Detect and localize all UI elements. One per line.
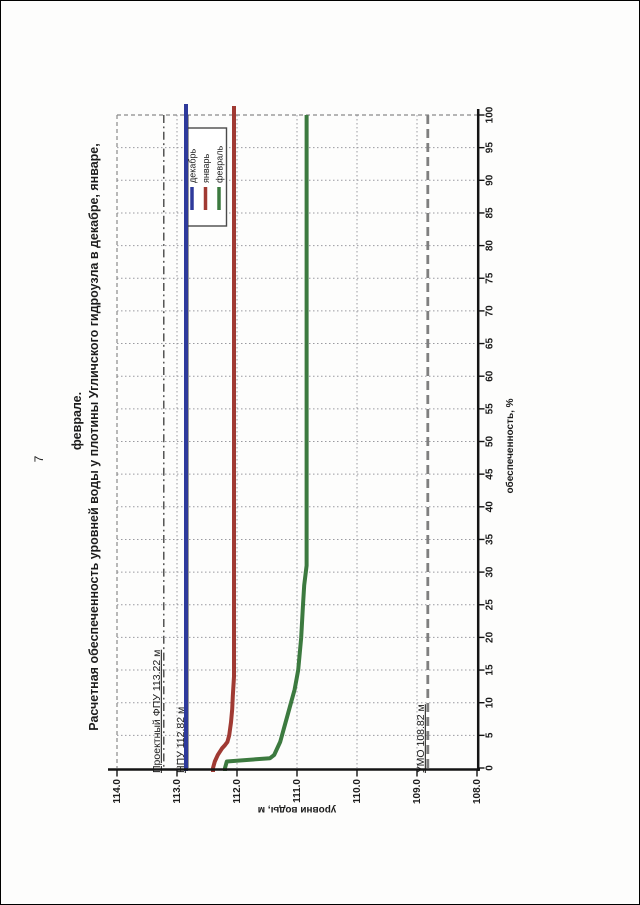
percent-tick-label: 20	[485, 631, 496, 643]
percent-tick-label: 90	[485, 174, 496, 186]
page-number: 7	[32, 455, 46, 462]
axes-and-ticks: 114.0 113.0 112.0 111.0 110.0 109.0 108.0 0 5 10 1…	[108, 106, 496, 804]
percent-tick-label: 35	[485, 533, 496, 545]
percent-tick-label: 75	[485, 272, 496, 284]
percent-tick-label: 25	[485, 599, 496, 611]
percent-tick-label: 0	[485, 765, 496, 771]
percent-tick-label: 100	[485, 106, 496, 123]
percent-tick-label: 60	[485, 370, 496, 382]
level-tick-label: 114.0	[112, 779, 123, 804]
level-tick-label: 112.0	[232, 779, 243, 804]
percent-tick-label: 95	[485, 142, 496, 154]
series-line-3-февраль	[223, 115, 309, 771]
level-axis-title: уровни воды, м	[258, 804, 337, 815]
reference-lines: Проектный ФПУ 113.22 м НПУ 112.82 м УМО 10…	[151, 115, 430, 773]
percent-tick-label: 80	[485, 240, 496, 252]
level-tick-label: 109.0	[412, 779, 423, 804]
level-tick-label: 113.0	[172, 779, 183, 804]
chart-title-line2: феврале.	[70, 392, 84, 450]
percent-tick-label: 5	[485, 732, 496, 738]
ref-line-label-fpu: Проектный ФПУ 113.22 м	[151, 650, 163, 773]
gridlines	[116, 114, 477, 768]
level-tick-label: 111.0	[292, 779, 303, 803]
percent-tick-label: 30	[485, 566, 496, 578]
level-tick-label: 110.0	[352, 779, 363, 804]
percent-axis-title: обеспеченность, %	[504, 398, 516, 493]
percent-tick-label: 50	[485, 436, 496, 448]
percent-tick-label: 65	[485, 338, 496, 350]
percent-tick-label: 40	[485, 501, 496, 513]
level-tick-label: 108.0	[472, 779, 483, 804]
legend-label-февраль: февраль	[215, 146, 225, 183]
legend-label-декабрь: декабрь	[188, 148, 198, 183]
percent-tick-label: 10	[485, 697, 496, 709]
ref-line-label-npu: НПУ 112.82 м	[175, 707, 187, 773]
percent-tick-label: 85	[485, 207, 496, 219]
ref-line-label-umo: УМО 108.82 м	[415, 704, 427, 773]
percent-tick-label: 15	[485, 664, 496, 676]
legend-label-январь: январь	[201, 153, 211, 183]
percent-tick-label: 45	[485, 468, 496, 480]
percent-tick-label: 70	[485, 305, 496, 317]
legend: декабрь январь февраль	[184, 127, 228, 227]
chart-generated-layer: Проектный ФПУ 113.22 м НПУ 112.82 м УМО 10…	[108, 104, 496, 804]
chart-title-line1: Расчетная обеспеченность уровней воды у …	[87, 143, 101, 730]
series-back	[211, 106, 309, 772]
series-front	[184, 104, 189, 771]
series-line-2-январь	[211, 106, 236, 772]
percent-tick-label: 55	[485, 403, 496, 415]
